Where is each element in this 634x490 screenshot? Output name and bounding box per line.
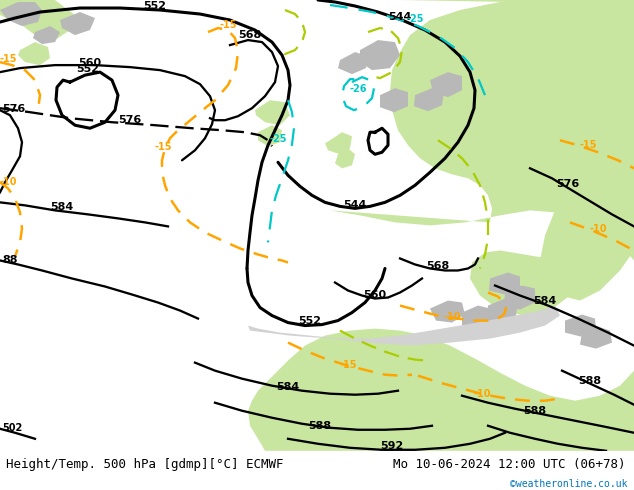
Polygon shape	[33, 26, 60, 44]
Polygon shape	[0, 0, 75, 40]
Text: 568: 568	[238, 30, 262, 40]
Text: 552: 552	[143, 1, 167, 11]
Polygon shape	[338, 52, 368, 74]
Text: 576: 576	[557, 179, 579, 189]
Text: -10: -10	[589, 224, 607, 234]
Text: 502: 502	[2, 423, 22, 433]
Text: 568: 568	[427, 262, 450, 271]
Text: 576: 576	[119, 115, 141, 125]
Polygon shape	[360, 40, 400, 70]
Polygon shape	[414, 88, 444, 111]
Polygon shape	[430, 72, 462, 97]
Polygon shape	[0, 0, 50, 25]
Text: ©weatheronline.co.uk: ©weatheronline.co.uk	[510, 479, 628, 489]
Text: Mo 10-06-2024 12:00 UTC (06+78): Mo 10-06-2024 12:00 UTC (06+78)	[393, 458, 626, 471]
Polygon shape	[335, 148, 355, 168]
Polygon shape	[18, 42, 50, 65]
Text: -15: -15	[219, 20, 236, 30]
Polygon shape	[489, 272, 520, 294]
Polygon shape	[487, 298, 518, 322]
Text: 584: 584	[533, 295, 557, 306]
Text: 544: 544	[388, 12, 411, 22]
Polygon shape	[462, 306, 492, 329]
Text: -15: -15	[579, 140, 597, 150]
Polygon shape	[255, 353, 490, 423]
Polygon shape	[325, 132, 352, 154]
Text: -26: -26	[349, 84, 366, 94]
Text: 560: 560	[363, 290, 387, 299]
Text: -25: -25	[406, 14, 424, 24]
Text: 88: 88	[2, 255, 18, 266]
Polygon shape	[60, 12, 95, 35]
Text: -15: -15	[0, 54, 18, 64]
Text: 552: 552	[299, 316, 321, 325]
Text: -15: -15	[339, 360, 357, 369]
Polygon shape	[580, 326, 612, 348]
Text: Height/Temp. 500 hPa [gdmp][°C] ECMWF: Height/Temp. 500 hPa [gdmp][°C] ECMWF	[6, 458, 284, 471]
Polygon shape	[400, 0, 634, 160]
Text: 544: 544	[344, 200, 366, 210]
Text: -25: -25	[269, 134, 287, 144]
Text: -10: -10	[0, 177, 18, 187]
Text: -10: -10	[443, 312, 461, 321]
Polygon shape	[380, 88, 408, 112]
Text: 588: 588	[578, 376, 602, 386]
Polygon shape	[258, 125, 282, 146]
Polygon shape	[248, 0, 634, 451]
Polygon shape	[470, 250, 575, 316]
Text: 584: 584	[276, 382, 300, 392]
Text: -15: -15	[154, 142, 172, 152]
Polygon shape	[0, 2, 42, 26]
Polygon shape	[565, 315, 596, 337]
Text: 576: 576	[2, 104, 25, 114]
Polygon shape	[248, 306, 560, 345]
Text: 552: 552	[77, 64, 100, 74]
Text: -10: -10	[473, 389, 491, 399]
Text: 588: 588	[308, 421, 332, 431]
Polygon shape	[430, 300, 465, 322]
Polygon shape	[255, 100, 290, 125]
Text: 588: 588	[524, 406, 547, 416]
Polygon shape	[540, 100, 634, 300]
Polygon shape	[504, 286, 535, 310]
Text: 560: 560	[79, 58, 101, 68]
Text: 592: 592	[380, 441, 404, 451]
Text: 584: 584	[50, 202, 74, 212]
